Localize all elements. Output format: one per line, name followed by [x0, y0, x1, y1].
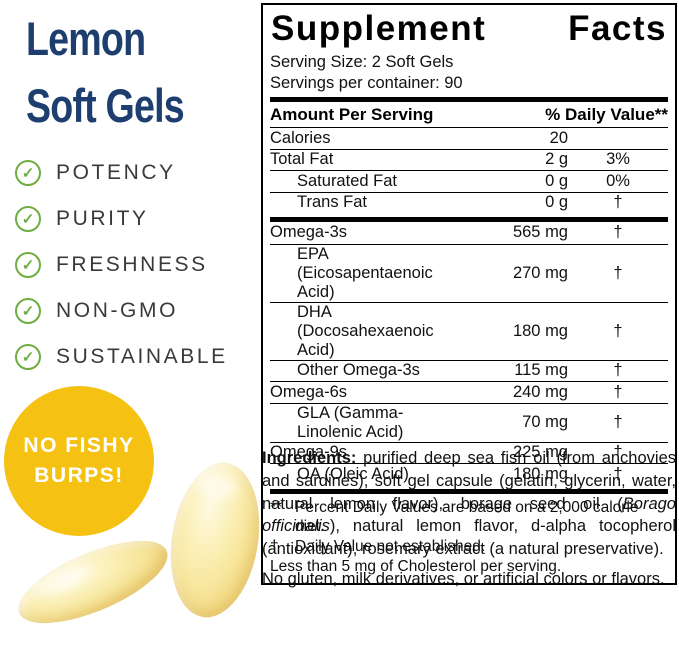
- facts-row-saturated-fat: Saturated Fat 0 g 0%: [270, 170, 668, 192]
- allergen-note: No gluten, milk derivatives, or artifici…: [262, 569, 665, 588]
- product-title: Lemon Soft Gels: [26, 6, 185, 139]
- badge-line1: NO FISHY: [23, 433, 135, 457]
- feature-label: PURITY: [56, 207, 149, 230]
- facts-row-omega-3s: Omega-3s 565 mg †: [270, 223, 623, 242]
- divider-thick: [270, 217, 668, 223]
- facts-footnotes: ** Percent Daily Values are based on a 2…: [270, 494, 668, 577]
- check-circle-icon: ✓: [15, 344, 41, 370]
- facts-row-dha: DHA (Docosahexaenoic Acid) 180 mg †: [270, 301, 668, 360]
- feature-list: ✓ POTENCY ✓ PURITY ✓ FRESHNESS ✓ NON-GMO…: [15, 150, 228, 380]
- ingredients-label: Ingredients:: [262, 449, 357, 467]
- serving-size: Serving Size: 2 Soft Gels: [270, 53, 454, 72]
- feature-potency: ✓ POTENCY: [15, 150, 228, 196]
- col-daily-value: % Daily Value**: [545, 105, 668, 125]
- feature-label: FRESHNESS: [56, 253, 208, 276]
- divider-thick: [270, 97, 668, 103]
- supplement-facts-panel: Supplement Facts Serving Size: 2 Soft Ge…: [261, 3, 677, 585]
- no-fishy-burps-badge: NO FISHY BURPS!: [4, 386, 154, 536]
- product-title-line2: Soft Gels: [26, 78, 185, 132]
- footnote-daily-value: ** Percent Daily Values are based on a 2…: [270, 498, 639, 536]
- softgel-capsule-image: [8, 524, 178, 640]
- facts-header-row: Amount Per Serving % Daily Value**: [270, 102, 668, 127]
- feature-freshness: ✓ FRESHNESS: [15, 242, 228, 288]
- check-circle-icon: ✓: [15, 160, 41, 186]
- facts-row-trans-fat: Trans Fat 0 g †: [270, 191, 668, 214]
- feature-label: POTENCY: [56, 161, 176, 184]
- feature-label: NON-GMO: [56, 299, 179, 322]
- badge-line2: BURPS!: [34, 464, 124, 487]
- facts-row-oa: OA (Oleic Acid) 180 mg †: [270, 463, 668, 485]
- supplement-facts-title: Supplement Facts: [271, 9, 667, 48]
- ingredient-species-name: Borago officinalis: [262, 494, 676, 536]
- feature-non-gmo: ✓ NON-GMO: [15, 288, 228, 334]
- feature-sustainable: ✓ SUSTAINABLE: [15, 334, 228, 380]
- softgel-capsule-image: [160, 456, 270, 624]
- ingredients-section: Ingredients: purified deep sea fish oil …: [262, 447, 676, 591]
- facts-row-total-fat: Total Fat 2 g 3%: [270, 148, 668, 171]
- feature-purity: ✓ PURITY: [15, 196, 228, 242]
- facts-row-other-omega-3s: Other Omega-3s 115 mg †: [270, 359, 668, 382]
- facts-row-omega-9s: Omega-9s 225 mg †: [270, 441, 668, 464]
- col-amount-per-serving: Amount Per Serving: [270, 105, 434, 125]
- facts-row-epa: EPA (Eicosapentaenoic Acid) 270 mg †: [270, 243, 668, 302]
- facts-row-gla: GLA (Gamma-Linolenic Acid) 70 mg †: [270, 402, 668, 442]
- ingredients-paragraph: Ingredients: purified deep sea fish oil …: [262, 449, 676, 559]
- divider-thick: [270, 488, 668, 494]
- check-circle-icon: ✓: [15, 206, 41, 232]
- servings-per-container: Servings per container: 90: [270, 73, 463, 92]
- check-circle-icon: ✓: [15, 252, 41, 278]
- check-circle-icon: ✓: [15, 298, 41, 324]
- footnote-cholesterol: Less than 5 mg of Cholesterol per servin…: [270, 558, 562, 576]
- footnote-dagger: † Daily Value not established.: [270, 538, 486, 556]
- facts-row-calories: Calories 20: [270, 127, 668, 149]
- product-title-line1: Lemon: [26, 12, 146, 65]
- feature-label: SUSTAINABLE: [56, 345, 228, 368]
- facts-row-omega-6s: Omega-6s 240 mg †: [270, 381, 668, 403]
